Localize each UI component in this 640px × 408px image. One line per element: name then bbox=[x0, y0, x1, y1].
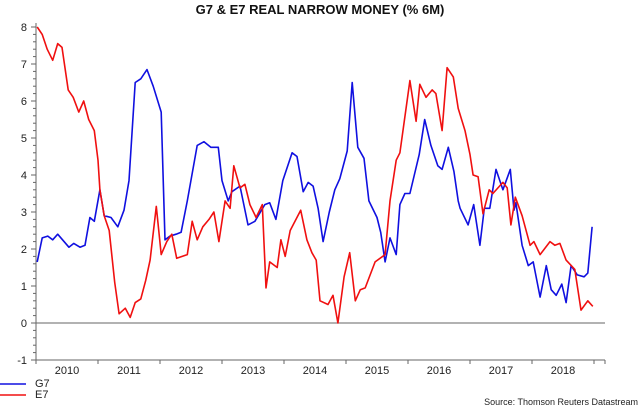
x-tick-label: 2018 bbox=[551, 365, 575, 377]
x-tick-label: 2014 bbox=[303, 365, 327, 377]
legend: G7 E7 bbox=[0, 378, 50, 401]
x-tick-label: 2010 bbox=[55, 365, 79, 377]
y-tick-label: 2 bbox=[21, 244, 27, 256]
y-tick-label: 6 bbox=[21, 96, 27, 108]
legend-label-e7: E7 bbox=[35, 389, 48, 401]
x-tick-label: 2015 bbox=[365, 365, 389, 377]
series-lines bbox=[36, 26, 594, 324]
y-tick-label: 0 bbox=[21, 318, 27, 330]
y-tick-label: 4 bbox=[21, 170, 27, 182]
y-tick-label: 1 bbox=[21, 281, 27, 293]
x-tick-label: 2017 bbox=[489, 365, 513, 377]
y-tick-label: -1 bbox=[17, 355, 27, 367]
axes: 8 7 6 5 4 3 2 1 0 -1 2010 2011 2012 2013 2014 2015 2016 2… bbox=[17, 22, 606, 377]
legend-label-g7: G7 bbox=[35, 378, 50, 390]
x-tick-label: 2012 bbox=[179, 365, 203, 377]
series-line-e7 bbox=[36, 26, 594, 324]
x-tick-label: 2013 bbox=[241, 365, 265, 377]
source-note: Source: Thomson Reuters Datastream bbox=[484, 397, 638, 407]
y-tick-label: 7 bbox=[21, 59, 27, 71]
y-tick-label: 8 bbox=[21, 22, 27, 34]
y-tick-label: 5 bbox=[21, 133, 27, 145]
x-tick-label: 2016 bbox=[427, 365, 451, 377]
y-tick-label: 3 bbox=[21, 207, 27, 219]
chart-title: G7 & E7 REAL NARROW MONEY (% 6M) bbox=[196, 2, 445, 17]
series-line-g7 bbox=[36, 68, 593, 304]
x-tick-label: 2011 bbox=[117, 365, 141, 377]
